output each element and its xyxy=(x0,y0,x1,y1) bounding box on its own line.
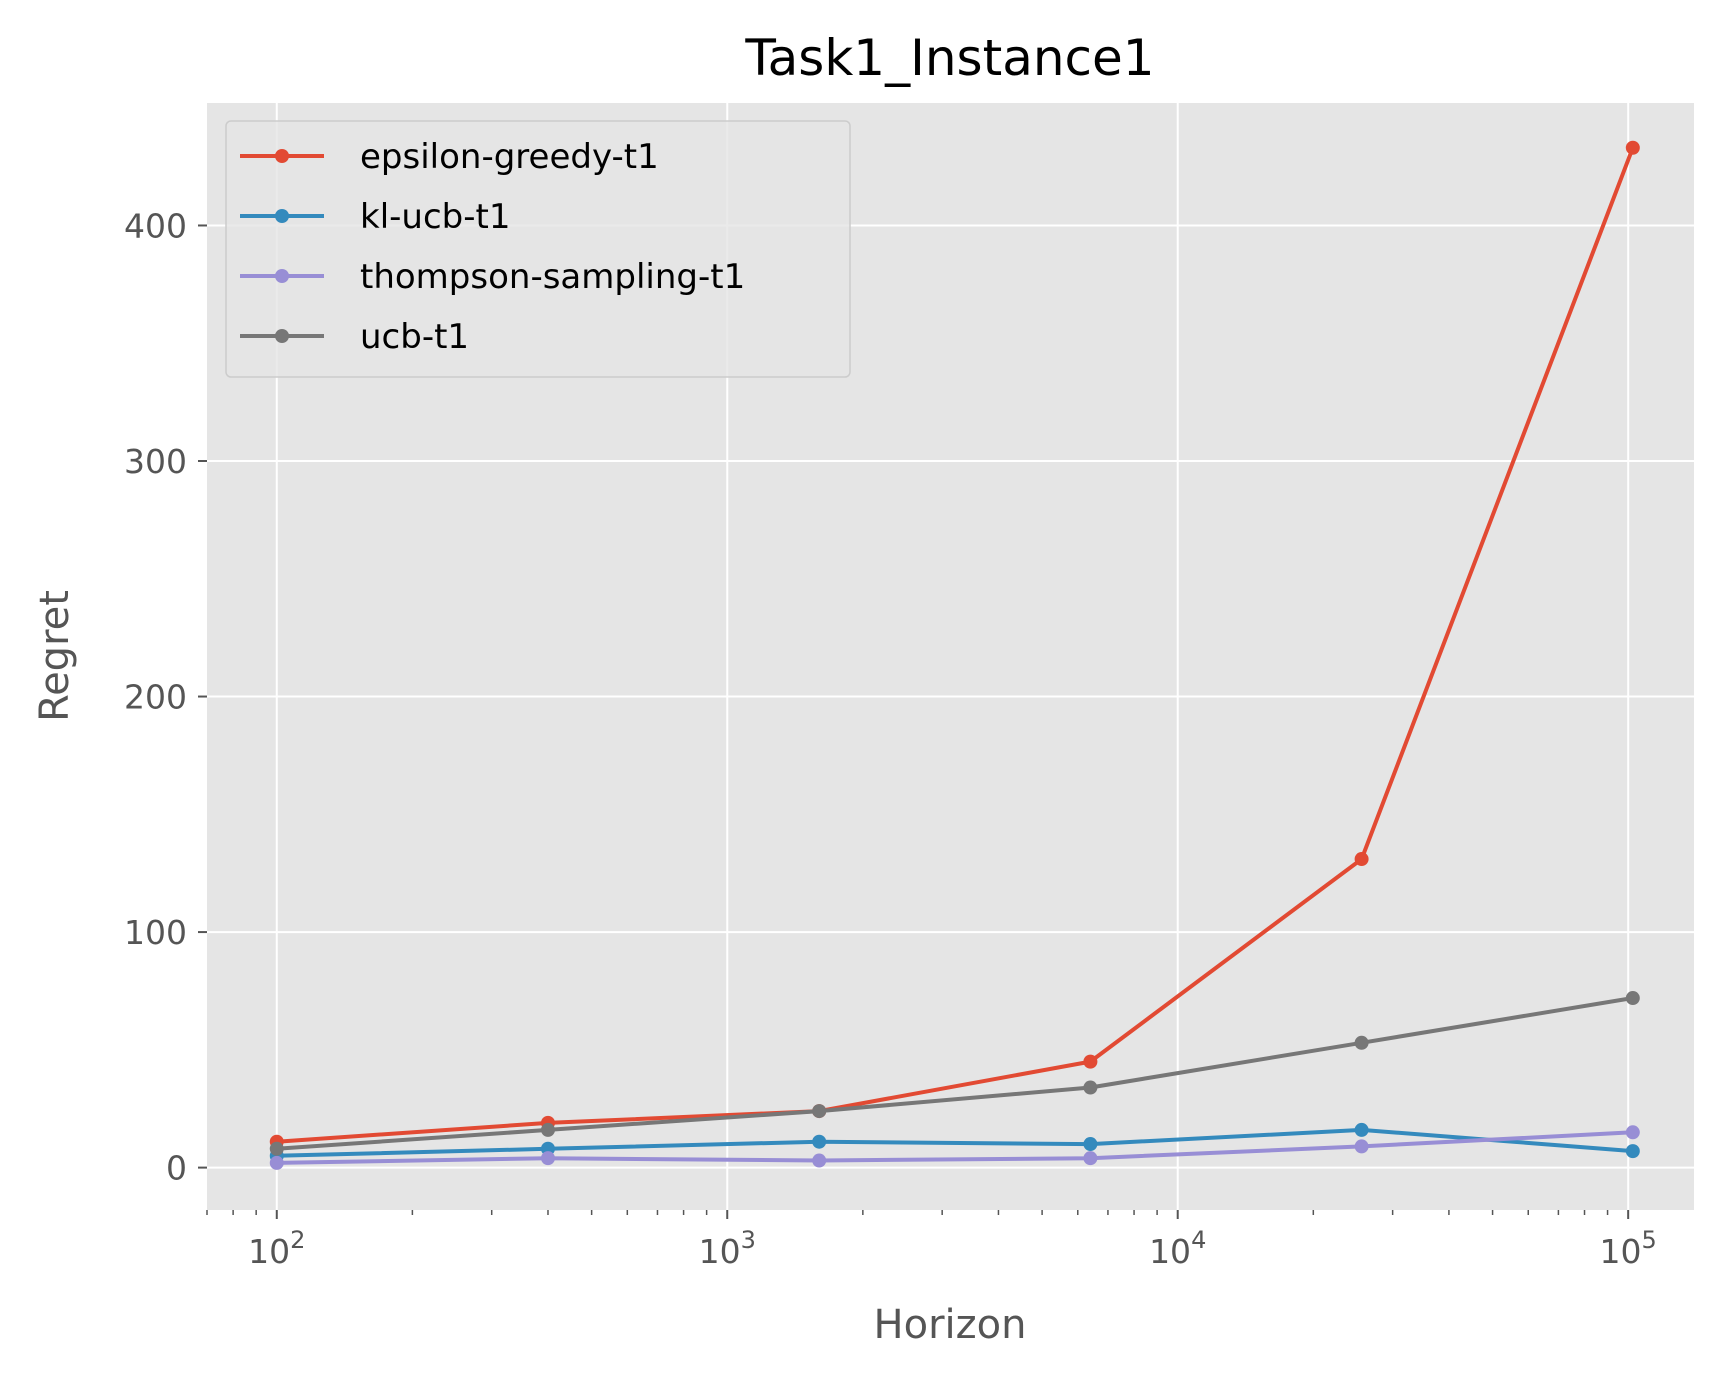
series-thompson-sampling-t1 xyxy=(269,1125,1640,1170)
series-line xyxy=(276,1130,1633,1165)
y-tick-label: 0 xyxy=(166,1149,187,1188)
series-line xyxy=(276,996,1634,1151)
data-point xyxy=(1354,1035,1369,1050)
x-tick-label: 103 xyxy=(699,1226,756,1271)
data-point xyxy=(1625,140,1640,155)
legend-marker xyxy=(275,269,289,283)
x-axis-label: Horizon xyxy=(874,1302,1027,1348)
series-layer xyxy=(269,140,1640,1170)
x-tick-labels: 102 103 104 105 xyxy=(248,1226,1657,1271)
y-axis-label: Regret xyxy=(32,590,78,722)
data-point xyxy=(1083,1080,1098,1095)
series-line xyxy=(276,147,1635,1144)
legend-label: thompson-sampling-t1 xyxy=(360,257,745,297)
data-point xyxy=(1625,991,1640,1006)
legend-item: thompson-sampling-t1 xyxy=(240,257,745,297)
data-point xyxy=(1625,1125,1640,1140)
minor-ticks xyxy=(206,1210,1609,1215)
data-point xyxy=(269,1155,284,1170)
data-point xyxy=(540,1151,555,1166)
data-point xyxy=(1083,1151,1098,1166)
legend-marker xyxy=(275,149,289,163)
data-point xyxy=(1625,1144,1640,1159)
data-point xyxy=(812,1134,827,1149)
y-tick-label: 100 xyxy=(124,913,187,952)
data-point xyxy=(540,1122,555,1137)
x-tick-label: 102 xyxy=(248,1226,305,1271)
data-point xyxy=(1354,1139,1369,1154)
x-tick-label: 104 xyxy=(1149,1226,1206,1271)
data-point xyxy=(1083,1137,1098,1152)
y-tick-labels: 0 100 200 300 400 xyxy=(124,206,187,1187)
data-point xyxy=(1354,1122,1369,1137)
legend-label: kl-ucb-t1 xyxy=(360,197,510,237)
data-point xyxy=(812,1153,827,1168)
legend: epsilon-greedy-t1 kl-ucb-t1 thompson-sampl… xyxy=(225,120,851,378)
y-tick-label: 300 xyxy=(124,442,187,481)
legend-box xyxy=(225,120,851,378)
legend-item: kl-ucb-t1 xyxy=(240,197,510,237)
data-point xyxy=(1354,852,1369,867)
x-tick-label: 105 xyxy=(1600,1226,1657,1271)
chart-title: Task1_Instance1 xyxy=(744,29,1154,87)
data-point xyxy=(1083,1054,1098,1069)
legend-marker xyxy=(275,209,289,223)
data-point xyxy=(812,1104,827,1119)
series-line xyxy=(276,1127,1633,1158)
legend-item: epsilon-greedy-t1 xyxy=(240,137,659,177)
series-ucb-t1 xyxy=(269,991,1640,1156)
y-tick-label: 400 xyxy=(124,206,187,245)
legend-item: ucb-t1 xyxy=(240,317,469,357)
y-tick-label: 200 xyxy=(124,678,187,717)
legend-label: epsilon-greedy-t1 xyxy=(360,137,659,177)
data-point xyxy=(269,1141,284,1156)
legend-label: ucb-t1 xyxy=(360,317,469,357)
legend-marker xyxy=(275,329,289,343)
